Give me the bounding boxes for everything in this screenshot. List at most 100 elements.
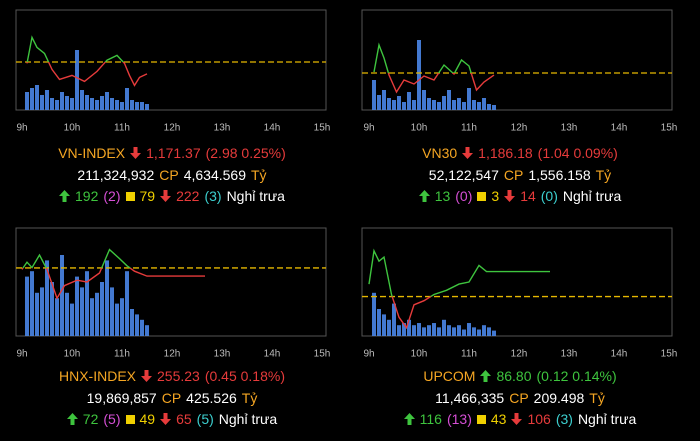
volume-bar xyxy=(457,325,461,336)
ceiling: (2) xyxy=(103,188,121,204)
volume-bar xyxy=(120,102,124,110)
volume-bar xyxy=(472,327,476,336)
volume-row: 11,466,335 CP 209.498 Tỷ xyxy=(350,389,690,407)
volume-bar xyxy=(482,98,486,110)
x-tick-label: 12h xyxy=(164,123,181,134)
volume-bar xyxy=(105,92,109,110)
volume-bar xyxy=(387,319,391,336)
value: 1,171.37 xyxy=(146,145,201,161)
volume-bar xyxy=(45,260,49,336)
square-icon xyxy=(476,415,486,424)
volume-bar xyxy=(140,102,144,110)
x-tick-label: 13h xyxy=(561,123,578,134)
volume-bar xyxy=(442,319,446,336)
status: Nghỉ trưa xyxy=(562,188,622,204)
down-icon xyxy=(130,147,142,159)
volume: 19,869,857 xyxy=(86,390,157,406)
volume-bar xyxy=(130,309,134,336)
up-icon xyxy=(418,190,430,202)
x-tick-label: 14h xyxy=(264,123,281,134)
volume-bar xyxy=(140,319,144,336)
volume-bar xyxy=(30,271,34,336)
ceiling: (13) xyxy=(446,411,472,427)
volume-bar xyxy=(437,102,441,110)
icon-shape xyxy=(476,415,486,424)
index-line xyxy=(26,35,148,87)
volume-bar xyxy=(30,88,34,110)
x-tick-label: 12h xyxy=(164,349,181,360)
value: 86.80 xyxy=(496,368,532,384)
volume-bar xyxy=(35,292,39,336)
name: HNX-INDEX xyxy=(58,368,136,384)
volume-bar xyxy=(392,100,396,110)
volume-bar xyxy=(125,271,129,336)
breadth-row: 72 (5) 49 65 (5) Nghỉ trưa xyxy=(2,410,342,428)
volume-bar xyxy=(427,325,431,336)
x-tick-label: 15h xyxy=(314,349,331,360)
volume-bar xyxy=(145,104,149,110)
volume-bar xyxy=(477,102,481,110)
up-icon xyxy=(403,413,415,425)
volume-bar xyxy=(462,329,466,336)
icon-shape xyxy=(418,190,430,202)
volume-bar xyxy=(50,282,54,336)
volume-bar xyxy=(467,88,471,110)
x-tick-label: 13h xyxy=(214,123,231,134)
declines: 65 xyxy=(176,411,192,427)
turnover: 425.526 xyxy=(186,390,237,406)
change: (2.98 0.25%) xyxy=(205,145,286,161)
volume-bar xyxy=(397,325,401,336)
breadth-row: 13 (0) 3 14 (0) Nghỉ trưa xyxy=(350,187,690,205)
volume-bar xyxy=(472,100,476,110)
x-tick-label: 10h xyxy=(64,349,81,360)
value: 255.23 xyxy=(157,368,200,384)
unchanged: 43 xyxy=(490,411,507,427)
x-tick-label: 13h xyxy=(561,349,578,360)
turnover: 209.498 xyxy=(533,390,585,406)
icon-shape xyxy=(477,192,487,201)
volume-bar xyxy=(135,102,139,110)
icon-shape xyxy=(504,190,516,202)
index-line xyxy=(21,248,205,300)
x-tick-label: 11h xyxy=(114,123,130,134)
floor: (5) xyxy=(196,411,214,427)
declines: 106 xyxy=(527,411,551,427)
status: Nghỉ trưa xyxy=(226,188,285,204)
floor: (3) xyxy=(204,188,222,204)
index-row: VN30 1,186.18 (1.04 0.09%) xyxy=(350,144,690,162)
square-icon xyxy=(125,192,135,201)
down-icon xyxy=(511,413,523,425)
volume-bar xyxy=(462,102,466,110)
x-tick-label: 14h xyxy=(264,349,281,360)
icon-shape xyxy=(403,413,415,425)
unchanged: 49 xyxy=(139,411,156,427)
volume-bar xyxy=(55,298,59,336)
volume-bar xyxy=(407,319,411,336)
chart-frame xyxy=(15,9,327,111)
volume-row: 19,869,857 CP 425.526 Tỷ xyxy=(2,389,342,407)
volume-bar xyxy=(135,314,139,336)
volume-bar xyxy=(115,303,119,336)
turnover-unit: Tỷ xyxy=(241,390,258,406)
x-tick-label: 15h xyxy=(314,123,331,134)
volume-bar xyxy=(70,98,74,110)
volume-bar xyxy=(145,325,149,336)
ceiling: (5) xyxy=(103,411,121,427)
volume-bar xyxy=(80,90,84,110)
volume-bar xyxy=(75,276,79,336)
advances: 116 xyxy=(419,411,442,427)
volume-bar xyxy=(452,100,456,110)
volume-row: 52,122,547 CP 1,556.158 Tỷ xyxy=(350,166,690,184)
volume-bar xyxy=(40,95,44,110)
up-icon xyxy=(66,413,78,425)
volume-bar xyxy=(402,102,406,110)
declines: 14 xyxy=(520,188,536,204)
volume: 11,466,335 xyxy=(435,390,505,406)
volume-bar xyxy=(477,329,481,336)
ceiling: (0) xyxy=(455,188,473,204)
volume-bar xyxy=(492,330,496,336)
volume-bar xyxy=(80,287,84,336)
down-icon xyxy=(141,370,152,382)
square-icon xyxy=(477,192,487,201)
icon-shape xyxy=(125,192,135,201)
